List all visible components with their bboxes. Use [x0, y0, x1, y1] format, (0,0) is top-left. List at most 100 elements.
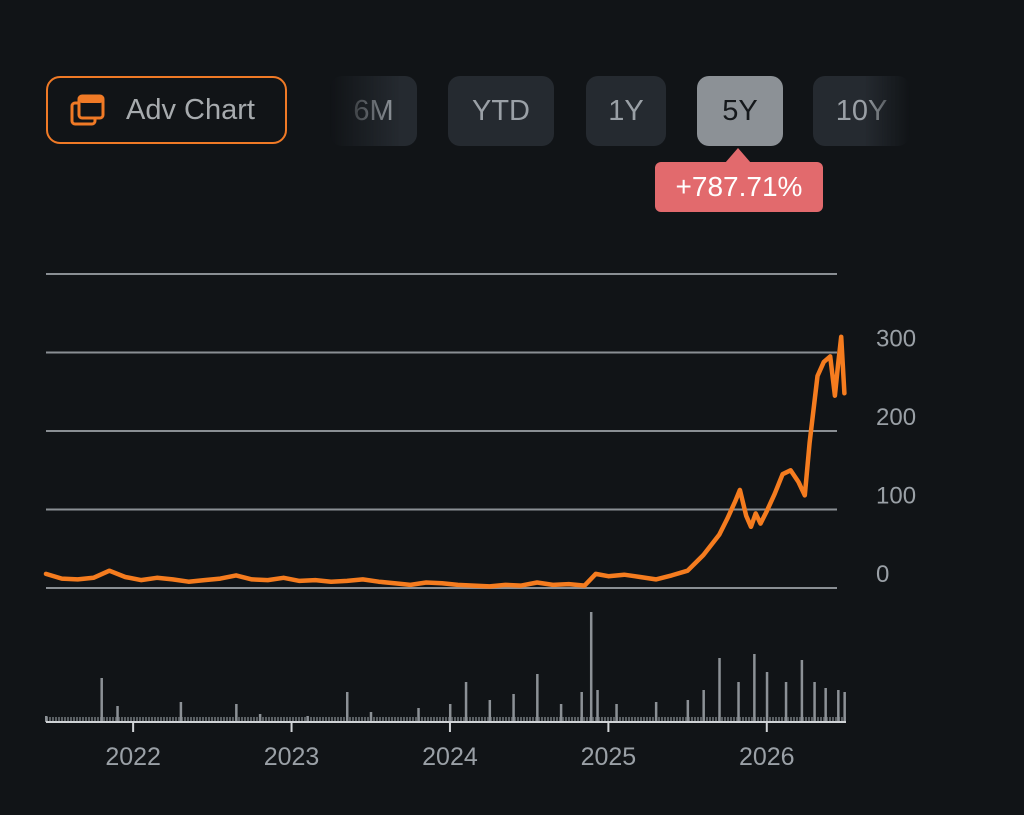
- volume-base: [61, 717, 63, 722]
- volume-base: [232, 717, 234, 722]
- adv-chart-label: Adv Chart: [126, 93, 255, 126]
- volume-base: [676, 717, 678, 722]
- volume-base: [121, 717, 123, 722]
- x-tick-label: 2025: [581, 743, 637, 771]
- x-tick-label: 2022: [105, 743, 161, 771]
- volume-base: [568, 717, 570, 722]
- volume-base: [175, 717, 177, 722]
- volume-bar: [753, 654, 756, 722]
- volume-base: [511, 717, 513, 722]
- y-axis-ticks: 0 100 200 300: [876, 326, 916, 589]
- volume-base: [94, 717, 96, 722]
- volume-base: [103, 717, 105, 722]
- volume-base: [727, 717, 729, 722]
- volume-base: [562, 717, 564, 722]
- volume-base: [205, 717, 207, 722]
- y-tick-label: 200: [876, 404, 916, 431]
- y-tick-label: 300: [876, 326, 916, 353]
- volume-base: [79, 717, 81, 722]
- volume-base: [778, 717, 780, 722]
- x-tick-label: 2023: [264, 743, 320, 771]
- volume-base: [547, 717, 549, 722]
- range-10y-button[interactable]: 10Y: [813, 76, 910, 146]
- range-ytd-button[interactable]: YTD: [448, 76, 554, 146]
- volume-base: [310, 717, 312, 722]
- range-1y-button[interactable]: 1Y: [586, 76, 666, 146]
- volume-base: [349, 717, 351, 722]
- volume-base: [367, 717, 369, 722]
- volume-base: [757, 717, 759, 722]
- volume-base: [202, 717, 204, 722]
- volume-base: [472, 717, 474, 722]
- volume-base: [571, 717, 573, 722]
- range-5y-button[interactable]: 5Y: [697, 76, 783, 146]
- volume-bar: [686, 700, 690, 722]
- volume-base: [313, 717, 315, 722]
- price-series: [43, 334, 847, 589]
- volume-base: [514, 717, 516, 722]
- volume-base: [523, 717, 525, 722]
- volume-base: [331, 717, 333, 722]
- stacked-windows-icon: [70, 94, 105, 126]
- volume-base: [532, 717, 534, 722]
- volume-base: [109, 717, 111, 722]
- volume-bar: [345, 692, 349, 722]
- volume-base: [751, 717, 753, 722]
- volume-base: [682, 717, 684, 722]
- volume-base: [415, 717, 417, 722]
- volume-base: [538, 717, 540, 722]
- volume-bar: [306, 716, 309, 722]
- volume-base: [790, 717, 792, 722]
- volume-base: [463, 717, 465, 722]
- volume-base: [421, 717, 423, 722]
- volume-base: [631, 717, 633, 722]
- volume-base: [769, 717, 771, 722]
- volume-base: [247, 717, 249, 722]
- adv-chart-button[interactable]: Adv Chart: [46, 76, 287, 144]
- volume-base: [118, 717, 120, 722]
- volume-base: [667, 717, 669, 722]
- volume-base: [709, 717, 711, 722]
- volume-base: [220, 717, 222, 722]
- volume-base: [628, 717, 630, 722]
- volume-base: [835, 717, 837, 722]
- range-6m-button[interactable]: 6M: [330, 76, 417, 146]
- volume-base: [97, 717, 99, 722]
- volume-base: [229, 717, 231, 722]
- volume-base: [391, 717, 393, 722]
- volume-base: [133, 717, 135, 722]
- volume-base: [262, 717, 264, 722]
- volume-base: [250, 717, 252, 722]
- volume-base: [484, 717, 486, 722]
- volume-base: [487, 717, 489, 722]
- volume-base: [385, 717, 387, 722]
- volume-bar: [417, 708, 420, 722]
- volume-base: [265, 717, 267, 722]
- volume-bar: [100, 678, 103, 722]
- volume-base: [274, 717, 276, 722]
- y-tick-label: 0: [876, 561, 889, 588]
- volume-base: [772, 717, 774, 722]
- volume-base: [136, 717, 138, 722]
- volume-bar: [369, 712, 373, 722]
- y-tick-label: 100: [876, 483, 916, 510]
- volume-base: [652, 717, 654, 722]
- volume-base: [238, 717, 240, 722]
- volume-base: [640, 717, 642, 722]
- volume-base: [283, 717, 285, 722]
- volume-base: [343, 717, 345, 722]
- volume-base: [793, 717, 795, 722]
- volume-bar: [589, 612, 593, 722]
- volume-base: [787, 717, 789, 722]
- volume-base: [337, 717, 339, 722]
- volume-base: [361, 717, 363, 722]
- tooltip-pointer: [725, 148, 751, 163]
- volume-base: [832, 717, 834, 722]
- volume-base: [730, 717, 732, 722]
- volume-base: [328, 717, 330, 722]
- volume-base: [595, 717, 597, 722]
- volume-base: [223, 717, 225, 722]
- change-tooltip: +787.71%: [655, 162, 823, 212]
- grid-lines: [46, 273, 837, 589]
- volume-base: [661, 717, 663, 722]
